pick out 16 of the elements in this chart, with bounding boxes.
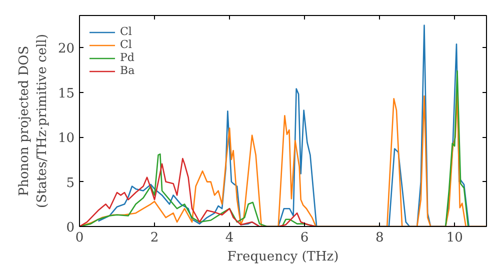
y-tick-label: 15 (58, 86, 75, 102)
legend-label: Cl (120, 38, 133, 51)
y-tick-label: 20 (58, 42, 75, 57)
x-tick-label: 6 (300, 230, 309, 246)
y-tick-label: 10 (58, 131, 75, 146)
y-tick-label: 5 (66, 176, 75, 191)
legend-label: Pd (120, 51, 136, 64)
legend-label: Ba (120, 64, 136, 77)
x-axis-title: Frequency (THz) (227, 250, 339, 264)
y-axis-title: Phonon projected DOS (States/THz·primitive cell) (16, 34, 50, 208)
x-tick-label: 8 (375, 230, 384, 246)
x-tick-label: 10 (446, 230, 463, 246)
legend-label: Cl (120, 25, 133, 38)
x-tick-label: 4 (225, 230, 234, 246)
x-tick-label: 2 (150, 230, 159, 246)
y-tick-label: 0 (66, 220, 75, 236)
